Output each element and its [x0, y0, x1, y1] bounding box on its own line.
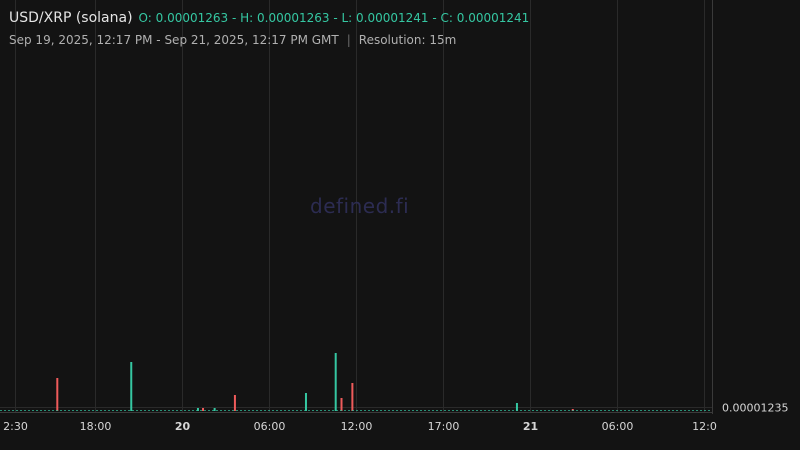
volume-bar	[202, 408, 205, 411]
y-tick-label: 0.00001235	[722, 402, 788, 415]
x-tick-label: 20	[175, 420, 191, 433]
separator: |	[346, 33, 351, 47]
x-tick-label: 2:30	[3, 420, 28, 433]
volume-bar	[304, 393, 307, 411]
x-tick-label: 21	[523, 420, 538, 433]
x-tick-label: 17:00	[428, 420, 460, 433]
pair-name: USD/XRP (solana)	[9, 10, 133, 26]
volume-bar	[196, 408, 199, 411]
date-range: Sep 19, 2025, 12:17 PM - Sep 21, 2025, 1…	[9, 33, 339, 47]
x-tick-label: 06:00	[254, 420, 286, 433]
volume-bar	[340, 398, 343, 411]
volume-bar	[233, 395, 236, 411]
watermark: defined.fi	[310, 194, 410, 218]
chart-header: USD/XRP (solana) O: 0.00001263 - H: 0.000…	[9, 10, 529, 26]
x-tick-label: 18:00	[80, 420, 112, 433]
x-tick-label: 12:0	[692, 420, 717, 433]
volume-bar	[213, 408, 216, 411]
ohlc-readout: O: 0.00001263 - H: 0.00001263 - L: 0.000…	[138, 11, 530, 25]
x-tick-label: 06:00	[602, 420, 634, 433]
volume-bar	[334, 353, 337, 411]
volume-bar	[351, 383, 354, 411]
volume-bar	[130, 362, 133, 411]
volume-bar	[515, 403, 518, 411]
resolution-label: Resolution: 15m	[358, 33, 457, 47]
chart-subheader: Sep 19, 2025, 12:17 PM - Sep 21, 2025, 1…	[9, 33, 456, 47]
volume-bar	[56, 378, 59, 411]
x-tick-label: 12:00	[341, 420, 373, 433]
